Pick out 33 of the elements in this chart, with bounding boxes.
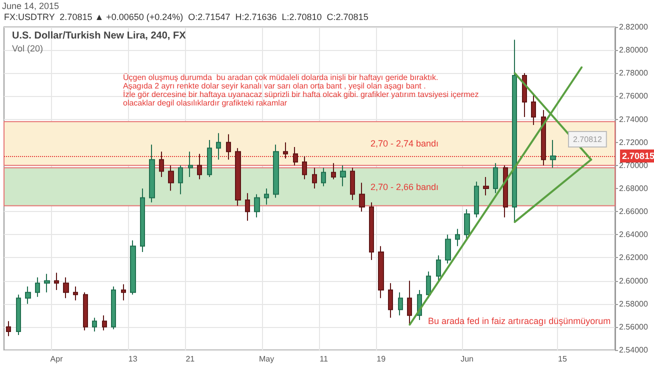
annotation: 2.70812 (573, 134, 602, 144)
annotation: Üçgen oluşmuş durumda bu aradan çok müdaleli dolarda inişli bir haftayı geride bıraktık. Aşagıda 2 ayrı renkte dolar seyir kanalı var sarı olan orta bant , yeşil olan aşagı bant . İzle gör dercesine bir haftaya uyanacaz süprizli bir hafta olcak gibi. grafikler yatırım tavsiyesi içermez olacaklar degil olasılıklardır grafikteki rakamlar (123, 72, 479, 108)
x-tick-label: 15 (558, 354, 568, 364)
y-tick-label: 2.54000 (619, 346, 648, 354)
chart-title: U.S. Dollar/Turkish New Lira, 240, FX (12, 30, 186, 42)
text: FX:USDTRY 2.70815 ▲ +0.00650 (+0.24%) O:2.71547 H:2.71636 L:2.70810 C:2.70815 (4, 12, 368, 22)
band-label: 2,70 - 2,74 bandı (370, 138, 439, 149)
x-tick-label: 21 (186, 354, 196, 364)
y-tick-label: 2.80000 (619, 46, 648, 55)
y-tick-label: 2.74000 (619, 114, 648, 124)
x-tick-label: Jun (460, 354, 474, 364)
y-tick-label: 2.58000 (619, 299, 648, 308)
y-tick-label: 2.68000 (619, 184, 648, 193)
x-tick-label: Apr (50, 354, 64, 364)
x-tick-label: 19 (376, 354, 386, 364)
y-tick-label: 2.78000 (619, 68, 648, 78)
y-tick-label: 2.60000 (619, 276, 648, 286)
text: Vol (20) (12, 44, 44, 54)
x-tick-label: 13 (128, 354, 138, 364)
y-tick-label: 2.76000 (619, 92, 648, 101)
y-tick-label: 2.82000 (619, 22, 648, 32)
y-tick-label: 2.62000 (619, 253, 648, 262)
y-tick-label: 2.72000 (619, 138, 648, 147)
y-tick-label: 2.56000 (619, 322, 648, 332)
ref-line-label: 2.70815 (622, 151, 654, 162)
annotation: Bu arada fed in faiz artıracagı düşünmüyorum (428, 316, 611, 326)
y-tick-label: 2.70000 (619, 160, 648, 170)
band-label: 2,70 - 2,66 bandı (370, 182, 439, 192)
y-tick-label: 2.66000 (619, 207, 648, 216)
x-tick-label: May (258, 354, 274, 364)
text: June 14, 2015 (2, 0, 60, 11)
x-tick-label: 11 (320, 354, 329, 364)
y-tick-label: 2.64000 (619, 230, 648, 240)
